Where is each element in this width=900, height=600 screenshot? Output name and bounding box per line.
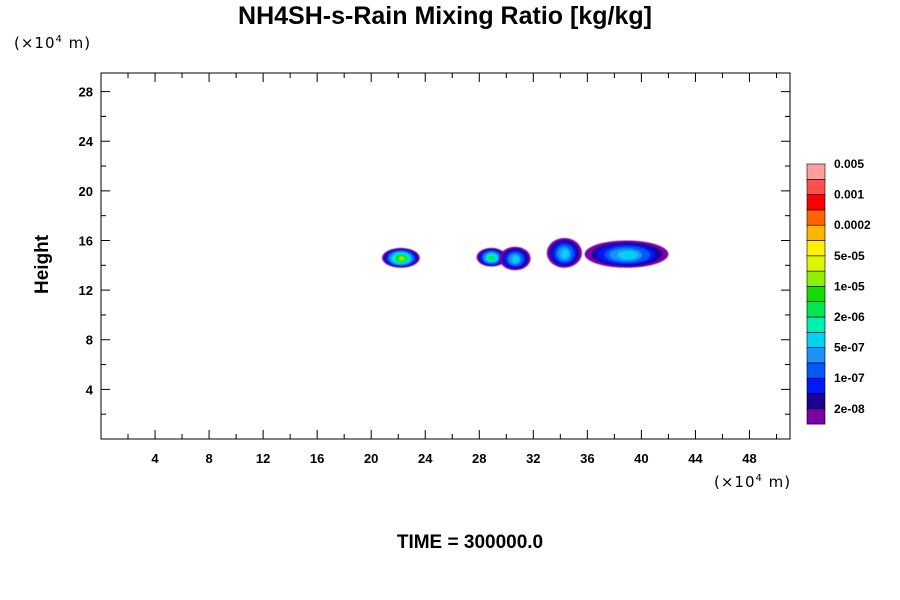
x-tick-label: 48 bbox=[742, 451, 756, 466]
cloud-4 bbox=[546, 238, 582, 268]
x-tick-label: 28 bbox=[472, 451, 486, 466]
cloud-2 bbox=[476, 247, 507, 267]
colorbar-swatch bbox=[806, 194, 826, 211]
x-tick-label: 4 bbox=[151, 451, 159, 466]
colorbar-swatch bbox=[806, 286, 826, 302]
x-axis-unit: (×104 m) bbox=[714, 473, 792, 491]
colorbar-swatch bbox=[806, 255, 826, 272]
y-tick-label: 8 bbox=[86, 333, 93, 348]
contour-level-5 bbox=[511, 255, 520, 264]
y-tick-label: 12 bbox=[79, 283, 93, 298]
y-tick-label: 24 bbox=[79, 134, 94, 149]
colorbar-label: 0.005 bbox=[834, 157, 864, 171]
colorbar-swatch bbox=[806, 377, 826, 394]
cloud-5 bbox=[584, 240, 669, 268]
y-tick-label: 20 bbox=[79, 184, 93, 199]
y-tick-label: 28 bbox=[79, 85, 93, 100]
colorbar-swatch bbox=[806, 301, 826, 318]
y-axis-unit: (×104 m) bbox=[14, 34, 92, 52]
x-tick-label: 20 bbox=[364, 451, 378, 466]
chart-title: NH4SH-s-Rain Mixing Ratio [kg/kg] bbox=[238, 2, 652, 30]
contour-level-9 bbox=[398, 256, 405, 261]
colorbar: 2e-08 1e-07 5e-07 2e-06 1e-05 5e-05 0.0002 0.00… bbox=[806, 157, 871, 425]
colorbar-swatch bbox=[806, 240, 826, 257]
contour-level-5 bbox=[617, 250, 639, 260]
colorbar-swatch bbox=[806, 224, 826, 241]
x-tick-label: 16 bbox=[310, 451, 324, 466]
cloud-1 bbox=[382, 247, 420, 268]
x-tick-label: 8 bbox=[205, 451, 212, 466]
colorbar-swatch bbox=[806, 209, 826, 226]
x-tick-label: 36 bbox=[580, 451, 594, 466]
colorbar-swatch bbox=[806, 331, 826, 348]
colorbar-label: 2e-06 bbox=[834, 310, 865, 324]
plot-area bbox=[100, 72, 791, 440]
y-tick-label: 4 bbox=[86, 382, 94, 397]
colorbar-label: 0.001 bbox=[834, 188, 864, 202]
x-tick-label: 44 bbox=[688, 451, 703, 466]
colorbar-swatch bbox=[806, 362, 826, 379]
colorbar-swatch bbox=[806, 408, 826, 425]
colorbar-swatch bbox=[806, 393, 826, 410]
colorbar-label: 2e-08 bbox=[834, 402, 865, 416]
colorbar-label: 0.0002 bbox=[834, 218, 871, 232]
x-tick-label: 24 bbox=[418, 451, 433, 466]
contour-level-5 bbox=[560, 249, 570, 259]
data-layer bbox=[382, 238, 669, 271]
x-tick-label: 40 bbox=[634, 451, 648, 466]
colorbar-swatch bbox=[806, 316, 826, 333]
time-label: TIME = 300000.0 bbox=[396, 532, 544, 553]
contour-level-7 bbox=[489, 255, 495, 261]
x-tick-label: 12 bbox=[256, 451, 270, 466]
colorbar-label: 5e-05 bbox=[834, 249, 865, 263]
colorbar-label: 1e-07 bbox=[834, 371, 865, 385]
x-tick-label: 32 bbox=[526, 451, 540, 466]
colorbar-label: 1e-05 bbox=[834, 279, 865, 293]
cloud-3 bbox=[499, 246, 531, 271]
colorbar-swatch bbox=[806, 347, 826, 364]
colorbar-swatch bbox=[806, 270, 826, 287]
colorbar-swatch bbox=[806, 179, 826, 195]
y-tick-label: 16 bbox=[79, 233, 93, 248]
colorbar-swatch bbox=[806, 163, 826, 180]
colorbar-label: 5e-07 bbox=[834, 341, 865, 355]
